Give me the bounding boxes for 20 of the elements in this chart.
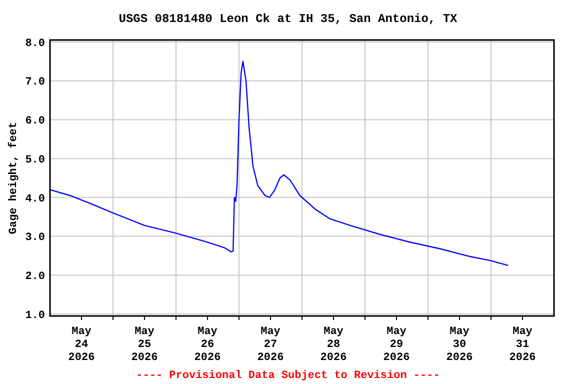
x-tick-label: May 29 2026 xyxy=(383,326,410,364)
y-tick-label: 4.0 xyxy=(25,193,45,206)
line-series xyxy=(49,60,509,266)
y-tick-label: 2.0 xyxy=(25,271,45,284)
y-tick-label: 1.0 xyxy=(25,310,45,322)
y-tick-label: 3.0 xyxy=(25,232,45,244)
y-tick-label: 6.0 xyxy=(25,116,45,128)
y-tick-label: 5.0 xyxy=(25,154,45,166)
x-tick-label: May 30 2026 xyxy=(446,326,473,364)
x-tick-label: May 24 2026 xyxy=(68,326,95,364)
x-tick-label: May 28 2026 xyxy=(320,326,347,364)
text: ---- Provisional Data Subject to Revision ---- xyxy=(136,370,440,382)
y-tick-label: 7.0 xyxy=(25,76,45,89)
x-tick-label: May 27 2026 xyxy=(257,326,284,364)
chart-title: USGS 08181480 Leon Ck at IH 35, San Antonio, TX xyxy=(118,12,458,26)
x-tick-label: May 26 2026 xyxy=(194,326,221,364)
y-tick-label: 8.0 xyxy=(25,38,45,50)
x-tick-label: May 25 2026 xyxy=(131,326,158,364)
x-tick-label: May 31 2026 xyxy=(509,326,536,364)
y-axis-title: Gage height, feet xyxy=(7,122,20,234)
